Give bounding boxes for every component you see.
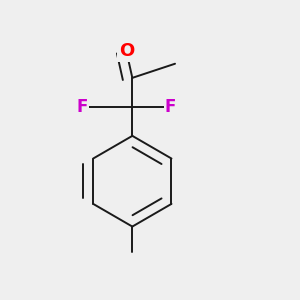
- Text: O: O: [119, 42, 134, 60]
- Text: F: F: [76, 98, 88, 116]
- Text: F: F: [165, 98, 176, 116]
